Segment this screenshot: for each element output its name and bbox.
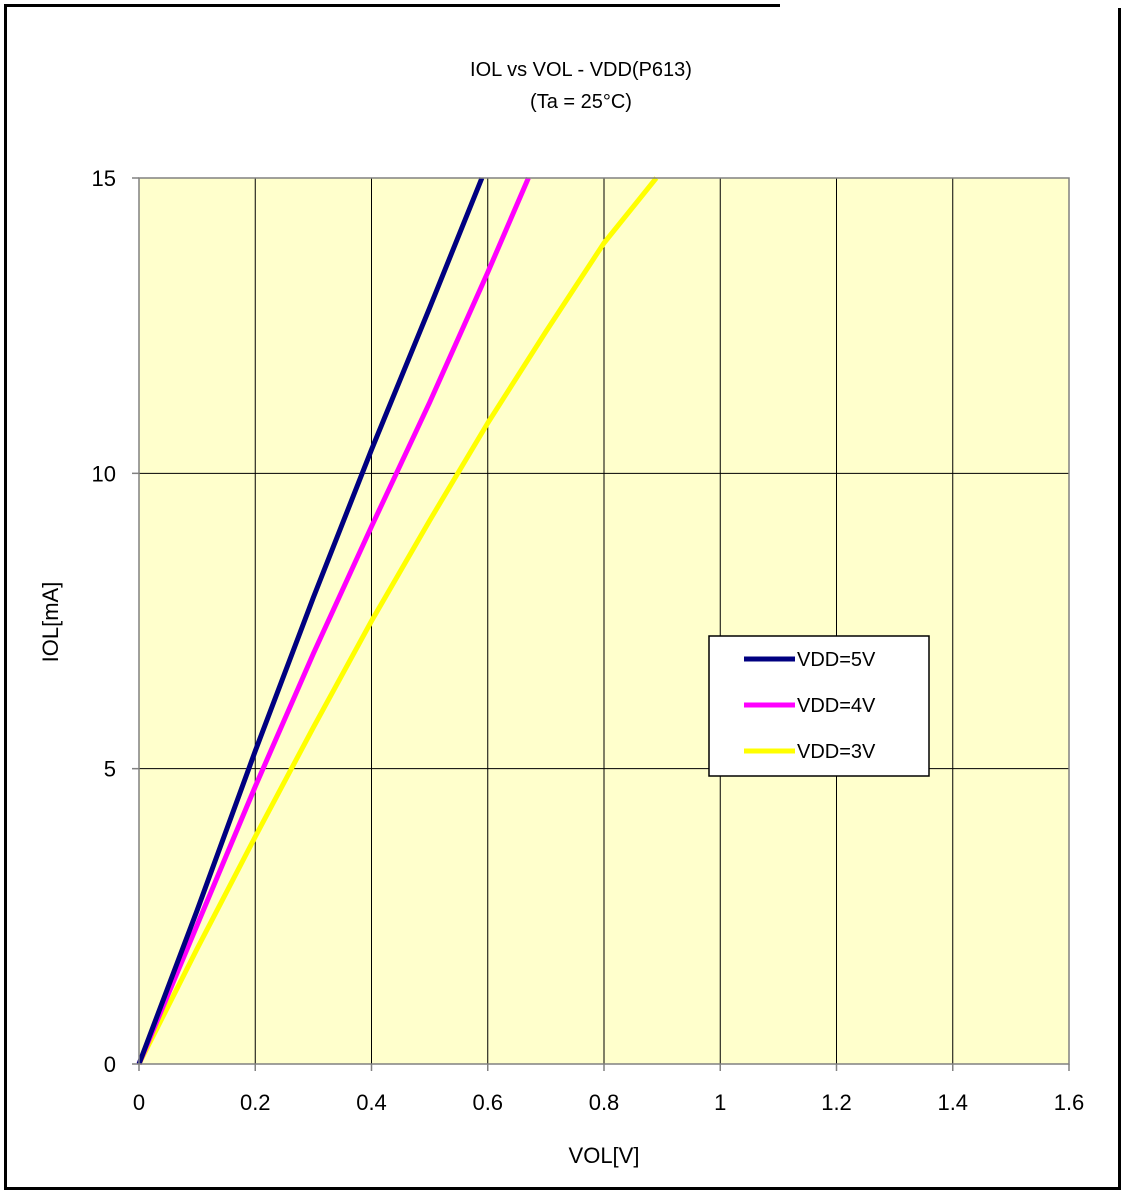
y-tick-label: 10 [92,461,116,486]
legend-items: VDD=5V VDD=4V VDD=3V [744,649,876,763]
x-tick-label: 0.4 [356,1090,387,1115]
legend-label: VDD=4V [797,695,876,717]
chart-title: IOL vs VOL - VDD(P613) [470,59,692,81]
y-axis-label: IOL[mA] [38,582,63,663]
series-line-vdd-3v [136,176,659,1066]
frame-top-gap [780,0,1128,8]
legend-label: VDD=5V [797,649,876,671]
x-tick-label: 1 [714,1090,726,1115]
legend: VDD=5V VDD=4V VDD=3V [708,635,930,777]
x-axis-ticks: 0 0.2 0.4 0.6 0.8 1 1.2 1.4 1.6 [133,1064,1084,1115]
y-tick-label: 5 [104,757,116,782]
x-axis-label: VOL[V] [569,1143,640,1168]
chart-subtitle: (Ta = 25°C) [530,91,632,113]
y-axis-ticks: 0 5 10 15 [92,166,139,1077]
x-tick-label: 0 [133,1090,145,1115]
x-tick-label: 0.6 [472,1090,503,1115]
y-tick-label: 0 [104,1052,116,1077]
legend-label: VDD=3V [797,741,876,763]
x-tick-label: 1.6 [1054,1090,1085,1115]
series-line-vdd-4v [136,177,531,1065]
series-line-vdd-5v [136,177,485,1065]
y-tick-label: 15 [92,166,116,191]
x-tick-label: 1.4 [937,1090,968,1115]
x-tick-label: 0.2 [240,1090,271,1115]
grid-lines [139,178,1069,1064]
x-tick-label: 1.2 [821,1090,852,1115]
x-tick-label: 0.8 [589,1090,620,1115]
series-layer [136,176,659,1066]
